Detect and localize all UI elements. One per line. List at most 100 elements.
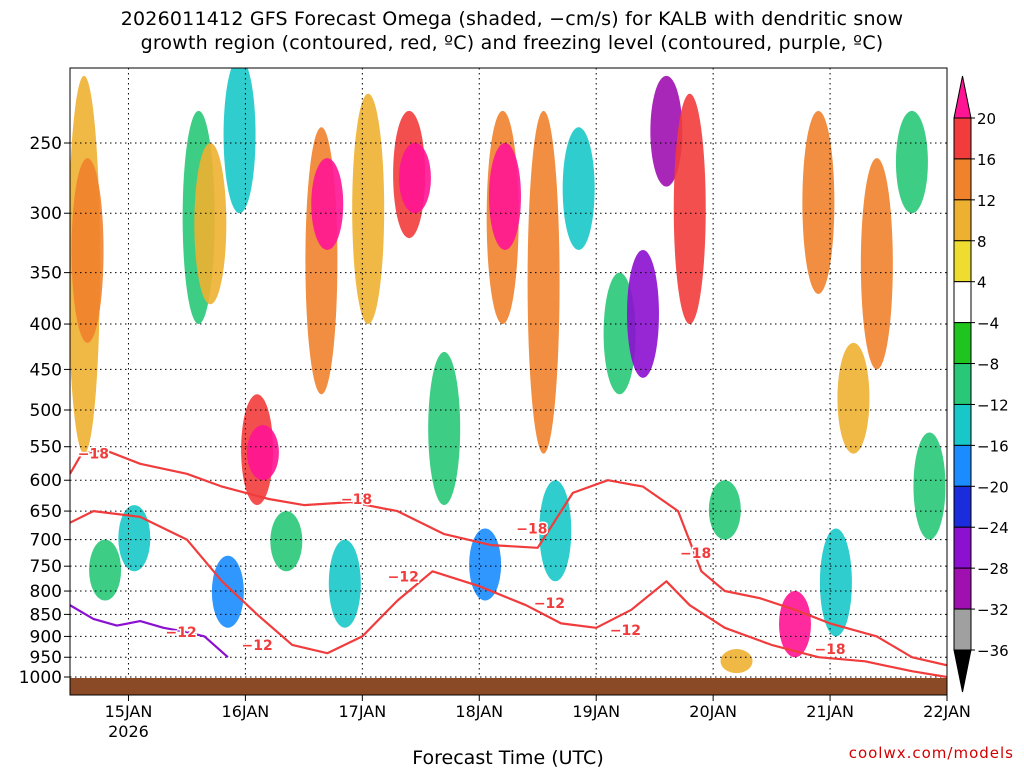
colorbar-swatch: [953, 363, 972, 405]
x-tick-sublabel: 2026: [108, 722, 149, 741]
omega-cell-6: [211, 555, 244, 628]
y-tick-label: 550: [30, 438, 62, 458]
colorbar-swatch: [953, 403, 972, 446]
colorbar-swatch: [953, 444, 972, 487]
x-tick-label: 21JAN: [806, 702, 854, 721]
x-tick-label: 22JAN: [923, 702, 971, 721]
colorbar-label: 20: [977, 110, 996, 128]
contour-line-1: [70, 510, 947, 679]
omega-cell-25: [626, 249, 659, 378]
omega-cell-18: [469, 528, 502, 601]
omega-shading: [70, 68, 946, 674]
omega-cell-22: [539, 480, 572, 582]
colorbar-label: −16: [977, 437, 1009, 455]
colorbar-label: −36: [977, 642, 1009, 660]
omega-cell-12: [311, 158, 344, 250]
omega-cell-29: [720, 649, 753, 674]
colorbar-label: −28: [977, 560, 1009, 578]
chart-title: 2026011412 GFS Forecast Omega (shaded, −…: [120, 8, 904, 30]
omega-cell-3: [118, 505, 151, 572]
colorbar-swatch: [953, 526, 972, 569]
omega-cell-34: [860, 158, 893, 370]
colorbar-bottom-arrow: [953, 649, 972, 693]
y-tick-label: 950: [30, 648, 62, 668]
y-tick-label: 300: [30, 204, 62, 224]
y-tick-label: 700: [30, 531, 62, 551]
contour-label: −12: [241, 638, 272, 654]
omega-cell-36: [913, 432, 946, 540]
omega-cell-31: [802, 110, 835, 295]
y-tick-label: 800: [30, 582, 62, 602]
contour-label: −12: [388, 569, 419, 585]
omega-cell-13: [328, 539, 361, 628]
colorbar: 20 16 12 8 4 −4 −8 −12 −16 −20 −24 −28 −32 −36: [953, 75, 1009, 693]
omega-cell-21: [527, 110, 560, 454]
colorbar-label: −20: [977, 478, 1009, 496]
omega-cell-17: [428, 351, 461, 506]
colorbar-label: 8: [977, 233, 987, 251]
contour-label: −18: [814, 642, 845, 658]
y-tick-label: 500: [30, 401, 62, 421]
colorbar-swatch: [953, 608, 972, 651]
x-tick-label: 16JAN: [222, 702, 270, 721]
grid-lines: [70, 68, 948, 695]
y-tick-label: 600: [30, 471, 62, 491]
colorbar-label: 16: [977, 151, 996, 169]
y-tick-label: 650: [30, 502, 62, 522]
y-tick-label: 350: [30, 264, 62, 284]
omega-cell-5: [194, 143, 227, 305]
colorbar-swatch: [953, 117, 972, 160]
omega-cell-1: [71, 158, 104, 343]
omega-cell-16: [398, 143, 431, 214]
plot-frame: [69, 67, 948, 696]
omega-cell-27: [673, 93, 706, 325]
omega-cell-23: [562, 127, 595, 250]
omega-cell-26: [650, 75, 683, 187]
colorbar-label: −4: [977, 315, 999, 333]
omega-cell-20: [488, 143, 521, 250]
x-tick-label: 17JAN: [338, 702, 386, 721]
colorbar-swatch: [953, 199, 972, 242]
colorbar-swatch: [953, 281, 972, 324]
omega-cell-9: [246, 425, 279, 481]
chart-subtitle: growth region (contoured, red, ºC) and f…: [140, 32, 884, 54]
omega-cell-14: [352, 93, 385, 325]
x-tick-label: 20JAN: [689, 702, 737, 721]
terrain-ground: [70, 678, 947, 695]
omega-cell-35: [895, 110, 928, 214]
colorbar-label: 4: [977, 274, 987, 292]
omega-cell-7: [223, 68, 256, 214]
colorbar-swatch: [953, 322, 972, 365]
y-axis: 250 300 350 400 450 500 550 600 650 700 750 800 850 9…: [19, 134, 70, 688]
contour-label: −18: [78, 447, 109, 463]
contour-label: −18: [341, 492, 372, 508]
temperature-contours: −18 −12 −12 −18 −12 −18 −12 −12 −18 −18: [70, 445, 947, 679]
credit-text: coolwx.com/models: [848, 744, 1014, 762]
omega-cell-10: [270, 511, 303, 572]
y-tick-label: 1000: [19, 668, 62, 688]
colorbar-swatch: [953, 485, 972, 528]
y-tick-label: 250: [30, 134, 62, 154]
y-tick-label: 450: [30, 360, 62, 380]
colorbar-swatch: [953, 158, 972, 201]
omega-cell-33: [837, 342, 870, 454]
x-tick-label: 19JAN: [572, 702, 620, 721]
contour-label: −18: [516, 521, 547, 537]
contour-label: −12: [165, 625, 196, 641]
x-axis-label: Forecast Time (UTC): [412, 747, 603, 768]
colorbar-label: −32: [977, 601, 1009, 619]
colorbar-label: −8: [977, 356, 999, 374]
colorbar-top-arrow: [953, 75, 972, 119]
colorbar-label: 12: [977, 192, 996, 210]
x-tick-label: 18JAN: [455, 702, 503, 721]
omega-cell-28: [708, 480, 741, 540]
y-tick-label: 400: [30, 315, 62, 335]
x-tick-label: 15JAN: [105, 702, 153, 721]
y-tick-label: 850: [30, 605, 62, 625]
colorbar-label: −12: [977, 396, 1009, 414]
contour-label: −12: [610, 623, 641, 639]
y-tick-label: 750: [30, 557, 62, 577]
contour-label: −18: [680, 546, 711, 562]
